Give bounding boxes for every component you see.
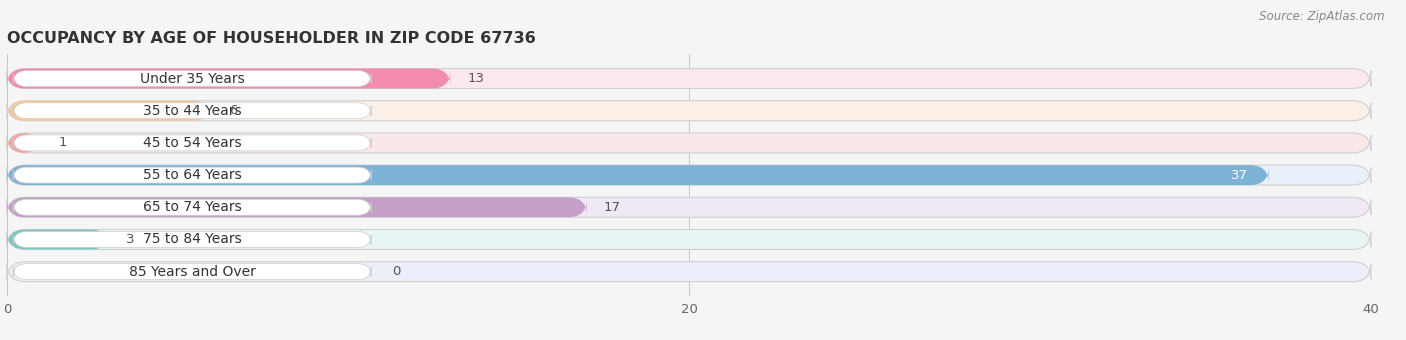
FancyBboxPatch shape (7, 101, 212, 121)
FancyBboxPatch shape (7, 262, 1371, 282)
FancyBboxPatch shape (13, 135, 371, 151)
FancyBboxPatch shape (7, 133, 41, 153)
Text: Under 35 Years: Under 35 Years (139, 71, 245, 86)
FancyBboxPatch shape (13, 232, 371, 248)
Text: Source: ZipAtlas.com: Source: ZipAtlas.com (1260, 10, 1385, 23)
FancyBboxPatch shape (7, 69, 1371, 88)
Text: 55 to 64 Years: 55 to 64 Years (143, 168, 242, 182)
FancyBboxPatch shape (13, 167, 371, 183)
Text: 17: 17 (603, 201, 620, 214)
Text: 75 to 84 Years: 75 to 84 Years (143, 233, 242, 246)
Text: 1: 1 (58, 136, 66, 149)
FancyBboxPatch shape (7, 230, 110, 250)
FancyBboxPatch shape (13, 71, 371, 86)
Text: 65 to 74 Years: 65 to 74 Years (143, 200, 242, 214)
FancyBboxPatch shape (13, 264, 371, 279)
FancyBboxPatch shape (7, 165, 1268, 185)
FancyBboxPatch shape (7, 69, 450, 88)
Text: 85 Years and Over: 85 Years and Over (129, 265, 256, 279)
Text: 3: 3 (127, 233, 135, 246)
Text: 6: 6 (229, 104, 238, 117)
FancyBboxPatch shape (7, 197, 586, 217)
FancyBboxPatch shape (13, 103, 371, 119)
FancyBboxPatch shape (7, 133, 1371, 153)
FancyBboxPatch shape (7, 197, 1371, 217)
FancyBboxPatch shape (7, 101, 1371, 121)
FancyBboxPatch shape (7, 165, 1371, 185)
Text: 45 to 54 Years: 45 to 54 Years (143, 136, 242, 150)
Text: 37: 37 (1232, 169, 1249, 182)
Text: 35 to 44 Years: 35 to 44 Years (143, 104, 242, 118)
FancyBboxPatch shape (7, 230, 1371, 250)
Text: OCCUPANCY BY AGE OF HOUSEHOLDER IN ZIP CODE 67736: OCCUPANCY BY AGE OF HOUSEHOLDER IN ZIP C… (7, 31, 536, 46)
FancyBboxPatch shape (13, 199, 371, 215)
Text: 0: 0 (392, 265, 401, 278)
Text: 13: 13 (467, 72, 484, 85)
